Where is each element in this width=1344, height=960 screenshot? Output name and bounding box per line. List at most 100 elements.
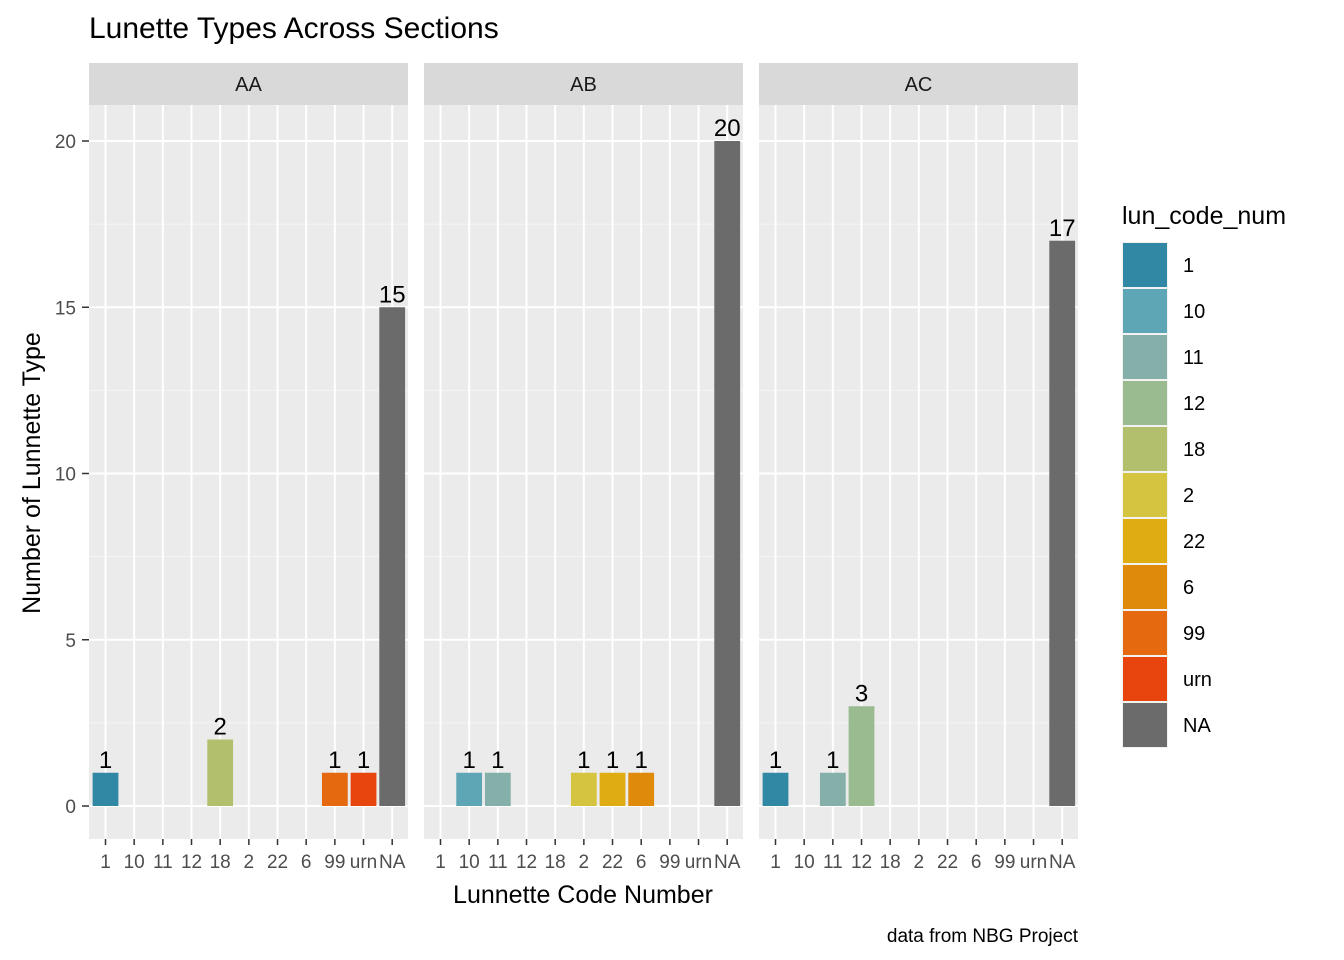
x-tick-label: 10 — [794, 852, 815, 873]
bar-value-label: 1 — [357, 747, 370, 774]
bar-ab-2 — [570, 772, 597, 806]
x-tick-label: urn — [350, 852, 377, 873]
legend-item-label: urn — [1183, 669, 1212, 691]
y-axis: 0 5 10 15 20 — [55, 132, 89, 818]
x-tick-label: 1 — [100, 852, 111, 873]
bar-value-label: 1 — [635, 747, 648, 774]
x-tick-label: urn — [685, 852, 712, 873]
x-tick-label: 1 — [435, 852, 446, 873]
legend-item-label: 2 — [1183, 485, 1194, 507]
legend-key-swatch — [1123, 335, 1167, 379]
legend-item-label: 6 — [1183, 577, 1194, 599]
legend-title: lun_code_num — [1122, 202, 1286, 230]
bar-value-label: 2 — [214, 714, 227, 741]
facet-strip-label: AB — [570, 74, 597, 96]
legend-key-swatch — [1123, 611, 1167, 655]
y-axis-title: Number of Lunnette Type — [18, 332, 46, 614]
x-tick-label: 22 — [267, 852, 288, 873]
legend-item-label: 18 — [1183, 439, 1205, 461]
bar-ab-22 — [599, 772, 626, 806]
legend-key-swatch — [1123, 703, 1167, 747]
facet-strip-label: AC — [905, 74, 933, 96]
x-tick-label: 12 — [851, 852, 872, 873]
legend-item-label: 1 — [1183, 255, 1194, 277]
bar-ab-6 — [628, 772, 655, 806]
bar-aa-1 — [92, 772, 119, 806]
x-tick-label: 99 — [324, 852, 345, 873]
y-tick-label: 0 — [65, 797, 76, 818]
bar-ac-12 — [848, 706, 875, 806]
legend-key-swatch — [1123, 657, 1167, 701]
x-tick-label: NA — [379, 852, 406, 873]
bar-ac-na — [1049, 240, 1076, 806]
legend-key-swatch — [1123, 289, 1167, 333]
x-tick-label: 11 — [153, 852, 173, 873]
x-tick-label: 18 — [880, 852, 901, 873]
x-tick-label: 99 — [659, 852, 680, 873]
y-tick-label: 10 — [55, 465, 76, 486]
legend-key-swatch — [1123, 473, 1167, 517]
legend-key-swatch — [1123, 427, 1167, 471]
x-tick-label: NA — [1049, 852, 1076, 873]
x-tick-label: 18 — [210, 852, 231, 873]
x-tick-label: urn — [1020, 852, 1047, 873]
x-tick-label: 6 — [301, 852, 312, 873]
legend-key-swatch — [1123, 565, 1167, 609]
facet-strip-label: AA — [235, 74, 262, 96]
legend-item-label: 10 — [1183, 301, 1205, 323]
bar-value-label: 15 — [379, 281, 406, 308]
x-tick-label: 22 — [937, 852, 958, 873]
bar-aa-99 — [321, 772, 348, 806]
x-tick-label: 2 — [579, 852, 590, 873]
legend-item-label: 99 — [1183, 623, 1205, 645]
legend-item-label: NA — [1183, 715, 1211, 737]
x-tick-label: 2 — [914, 852, 925, 873]
x-tick-label: 2 — [244, 852, 255, 873]
x-tick-label: 99 — [994, 852, 1015, 873]
x-tick-label: NA — [714, 852, 741, 873]
y-tick-label: 15 — [55, 298, 76, 319]
legend-key-swatch — [1123, 243, 1167, 287]
x-tick-label: 11 — [488, 852, 508, 873]
facet-strip — [759, 63, 1078, 105]
bar-value-label: 1 — [462, 747, 475, 774]
chart-title: Lunette Types Across Sections — [89, 12, 499, 45]
legend-item-label: 11 — [1183, 347, 1204, 369]
x-tick-label: 10 — [459, 852, 480, 873]
x-tick-label: 6 — [971, 852, 982, 873]
legend-key-swatch — [1123, 381, 1167, 425]
bar-value-label: 3 — [855, 680, 868, 707]
bar-ab-na — [714, 141, 741, 806]
x-axis-title: Lunnette Code Number — [453, 881, 713, 909]
x-tick-label: 18 — [545, 852, 566, 873]
bar-aa-18 — [207, 739, 234, 806]
x-tick-label: 10 — [124, 852, 145, 873]
bar-ab-11 — [484, 772, 511, 806]
bar-aa-urn — [350, 772, 377, 806]
bar-value-label: 17 — [1049, 215, 1076, 242]
bar-aa-na — [379, 307, 406, 806]
x-tick-label: 12 — [181, 852, 202, 873]
x-tick-label: 1 — [770, 852, 781, 873]
bar-value-label: 20 — [714, 115, 741, 142]
legend-key-swatch — [1123, 519, 1167, 563]
facet-strip — [424, 63, 743, 105]
bar-value-label: 1 — [577, 747, 590, 774]
bar-value-label: 1 — [606, 747, 619, 774]
y-tick-label: 5 — [65, 631, 76, 652]
bar-value-label: 1 — [769, 747, 782, 774]
facet-strip — [89, 63, 408, 105]
bar-value-label: 1 — [99, 747, 112, 774]
bar-value-label: 1 — [491, 747, 504, 774]
x-tick-label: 6 — [636, 852, 647, 873]
y-tick-label: 20 — [55, 132, 76, 153]
bar-ac-11 — [819, 772, 846, 806]
bar-ac-1 — [762, 772, 789, 806]
bar-value-label: 1 — [826, 747, 839, 774]
